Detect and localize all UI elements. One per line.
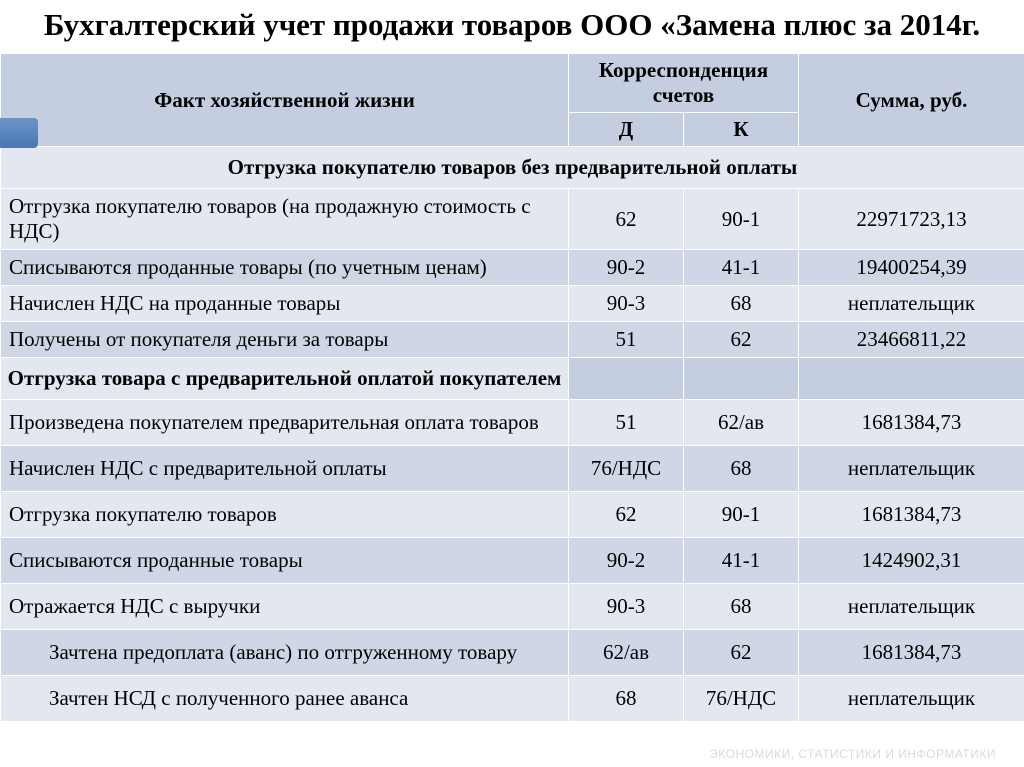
cell-sum: 19400254,39 [799, 250, 1024, 286]
cell-sum: 1681384,73 [799, 492, 1024, 538]
cell-fact: Отгрузка покупателю товаров (на продажну… [1, 189, 569, 250]
blank-cell [569, 358, 684, 400]
cell-sum: 22971723,13 [799, 189, 1024, 250]
table-body: Отгрузка покупателю товаров без предвари… [1, 147, 1024, 722]
cell-k: 68 [684, 584, 799, 630]
cell-k: 41-1 [684, 538, 799, 584]
cell-fact: Начислен НДС на проданные товары [1, 286, 569, 322]
table-row: Отгрузка покупателю товаров (на продажну… [1, 189, 1024, 250]
page-title: Бухгалтерский учет продажи товаров ООО «… [0, 0, 1024, 53]
table-row: Списываются проданные товары (по учетным… [1, 250, 1024, 286]
cell-d: 68 [569, 676, 684, 722]
cell-k: 90-1 [684, 492, 799, 538]
blank-cell [799, 358, 1024, 400]
header-sum: Сумма, руб. [799, 54, 1024, 147]
section-title-1: Отгрузка покупателю товаров без предвари… [1, 147, 1024, 189]
cell-fact: Получены от покупателя деньги за товары [1, 322, 569, 358]
cell-d: 90-2 [569, 538, 684, 584]
accounting-table: Факт хозяйственной жизни Корреспонденция… [0, 53, 1024, 722]
cell-fact: Зачтен НСД с полученного ранее аванса [1, 676, 569, 722]
cell-k: 76/НДС [684, 676, 799, 722]
cell-sum: неплательщик [799, 584, 1024, 630]
blank-cell [684, 358, 799, 400]
accent-bar [0, 118, 38, 148]
table-row: Отражается НДС с выручки 90-3 68 неплате… [1, 584, 1024, 630]
table-row: Зачтен НСД с полученного ранее аванса 68… [1, 676, 1024, 722]
header-debit: Д [569, 113, 684, 147]
cell-d: 62 [569, 189, 684, 250]
cell-k: 90-1 [684, 189, 799, 250]
cell-k: 62/ав [684, 400, 799, 446]
cell-k: 62 [684, 322, 799, 358]
cell-d: 90-3 [569, 584, 684, 630]
cell-fact: Начислен НДС с предварительной оплаты [1, 446, 569, 492]
cell-k: 68 [684, 286, 799, 322]
table-row: Начислен НДС с предварительной оплаты 76… [1, 446, 1024, 492]
cell-sum: неплательщик [799, 446, 1024, 492]
header-credit: К [684, 113, 799, 147]
cell-d: 62 [569, 492, 684, 538]
table-row: Отгрузка покупателю товаров 62 90-1 1681… [1, 492, 1024, 538]
cell-sum: неплательщик [799, 286, 1024, 322]
cell-sum: 23466811,22 [799, 322, 1024, 358]
section-title-2: Отгрузка товара с предварительной оплато… [1, 358, 569, 400]
cell-sum: неплательщик [799, 676, 1024, 722]
cell-k: 41-1 [684, 250, 799, 286]
table-row: Начислен НДС на проданные товары 90-3 68… [1, 286, 1024, 322]
cell-d: 51 [569, 400, 684, 446]
section-row-1: Отгрузка покупателю товаров без предвари… [1, 147, 1024, 189]
table-row: Списываются проданные товары 90-2 41-1 1… [1, 538, 1024, 584]
cell-d: 62/ав [569, 630, 684, 676]
cell-fact: Произведена покупателем предварительная … [1, 400, 569, 446]
header-fact: Факт хозяйственной жизни [1, 54, 569, 147]
cell-d: 51 [569, 322, 684, 358]
cell-d: 90-2 [569, 250, 684, 286]
cell-k: 62 [684, 630, 799, 676]
cell-k: 68 [684, 446, 799, 492]
cell-fact: Списываются проданные товары (по учетным… [1, 250, 569, 286]
table-row: Зачтена предоплата (аванс) по отгруженно… [1, 630, 1024, 676]
cell-fact: Списываются проданные товары [1, 538, 569, 584]
cell-fact: Зачтена предоплата (аванс) по отгруженно… [1, 630, 569, 676]
section-row-2: Отгрузка товара с предварительной оплато… [1, 358, 1024, 400]
header-corr: Корреспонденция счетов [569, 54, 799, 113]
table-row: Произведена покупателем предварительная … [1, 400, 1024, 446]
footer-watermark: ЭКОНОМИКИ, СТАТИСТИКИ И ИНФОРМАТИКИ [709, 747, 996, 761]
cell-d: 90-3 [569, 286, 684, 322]
cell-fact: Отражается НДС с выручки [1, 584, 569, 630]
cell-sum: 1424902,31 [799, 538, 1024, 584]
cell-d: 76/НДС [569, 446, 684, 492]
cell-fact: Отгрузка покупателю товаров [1, 492, 569, 538]
cell-sum: 1681384,73 [799, 630, 1024, 676]
table-row: Получены от покупателя деньги за товары … [1, 322, 1024, 358]
cell-sum: 1681384,73 [799, 400, 1024, 446]
